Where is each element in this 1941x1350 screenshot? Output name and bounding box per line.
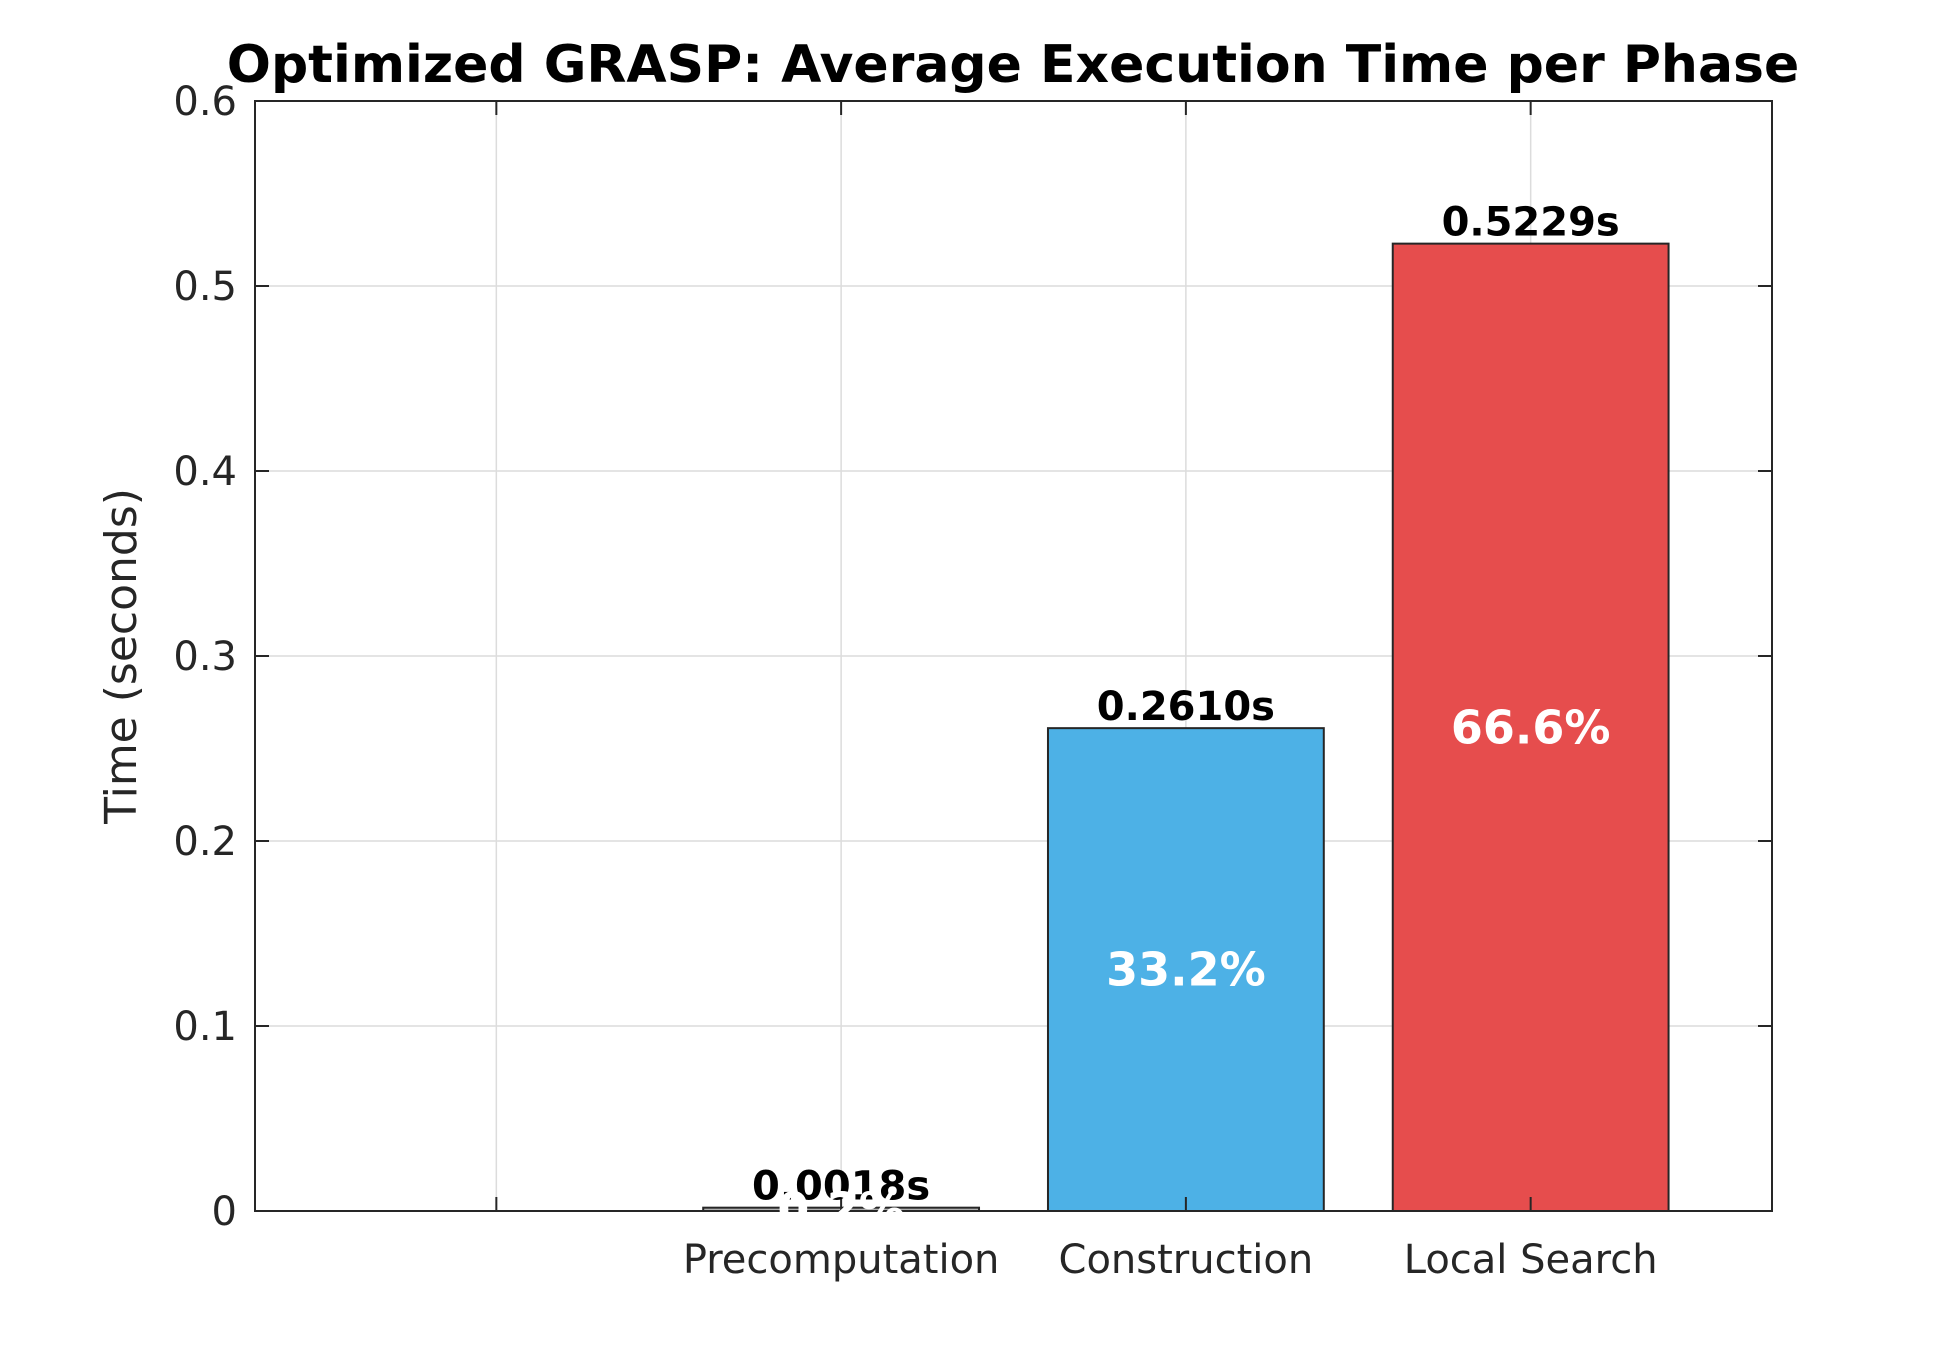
x-tick-label: Local Search xyxy=(1404,1237,1658,1283)
y-tick-label: 0.3 xyxy=(173,634,237,680)
bar-percent-label: 0.2% xyxy=(777,1182,905,1236)
chart-title: Optimized GRASP: Average Execution Time … xyxy=(227,35,1800,95)
x-tick-label: Precomputation xyxy=(683,1237,1000,1283)
y-tick-label: 0.6 xyxy=(173,79,237,125)
bar-local-search xyxy=(1391,242,1670,1212)
bars xyxy=(702,242,1670,1213)
bar-value-label: 0.0018s xyxy=(752,1164,930,1210)
axis-ticks: 0 0.1 0.2 0.3 0.4 0.5 0.6 Precomputation Constru… xyxy=(173,79,1772,1283)
y-axis-label: Time (seconds) xyxy=(96,488,147,825)
y-tick-label: 0 xyxy=(212,1189,237,1235)
bar-percent-label: 33.2% xyxy=(1106,943,1266,997)
y-tick-label: 0.2 xyxy=(173,819,237,865)
bar-construction xyxy=(1046,727,1325,1213)
y-tick-label: 0.5 xyxy=(173,264,237,310)
bar-percent-label: 66.6% xyxy=(1451,700,1611,754)
bar-value-label: 0.2610s xyxy=(1097,684,1275,730)
y-tick-label: 0.1 xyxy=(173,1004,237,1050)
bar-value-label: 0.5229s xyxy=(1442,200,1620,246)
x-tick-label: Construction xyxy=(1059,1237,1314,1283)
y-tick-label: 0.4 xyxy=(173,449,237,495)
